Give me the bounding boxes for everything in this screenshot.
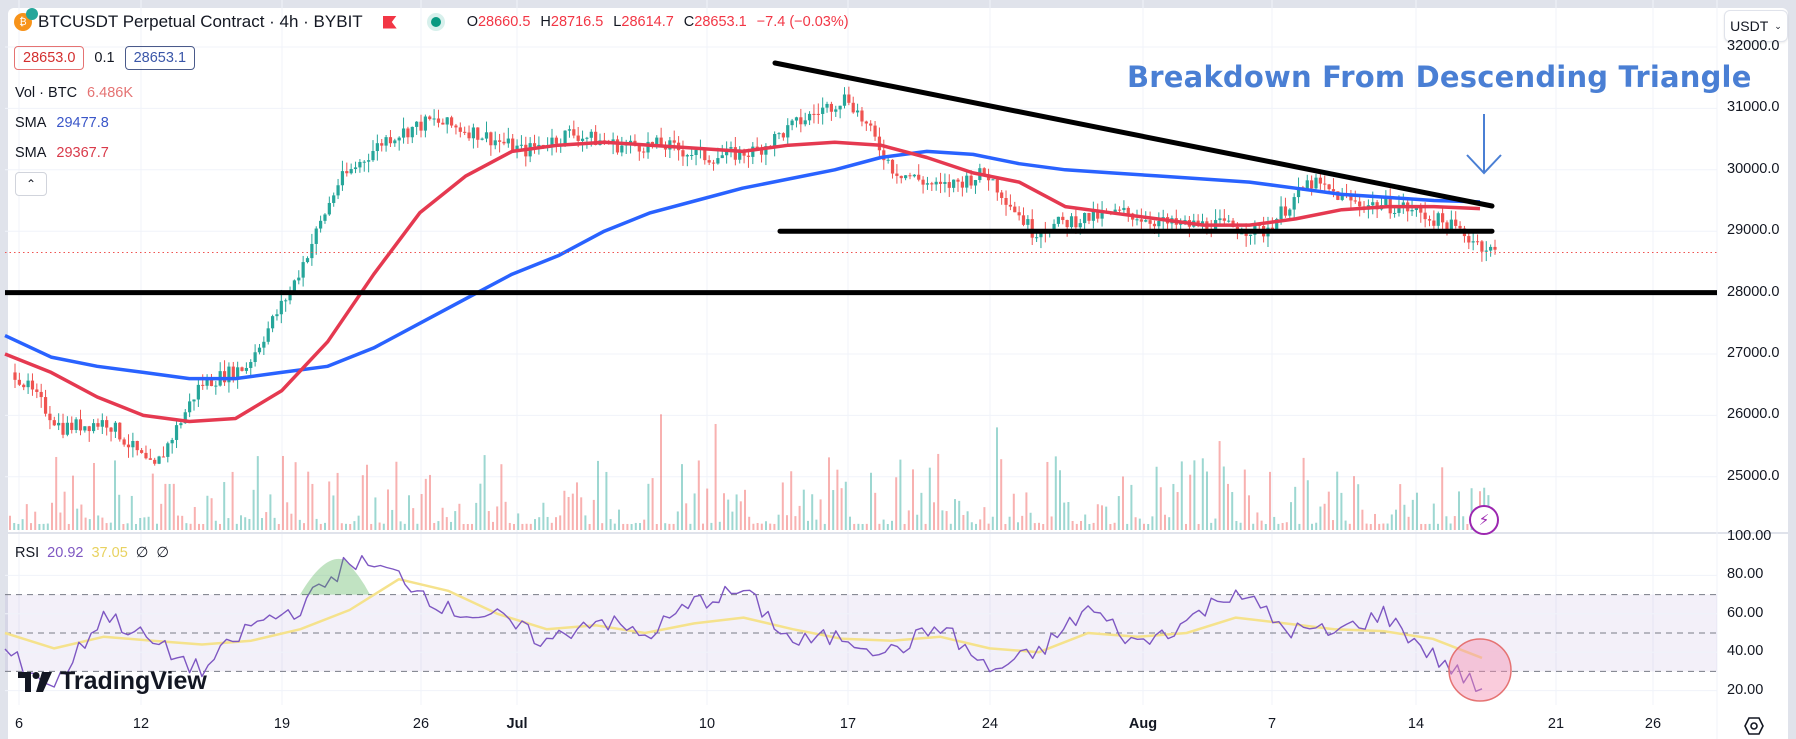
tradingview-logo-icon (18, 671, 52, 692)
chevron-up-icon: ⌃ (25, 177, 37, 191)
time-axis-label: 17 (839, 716, 857, 732)
time-axis-label: 26 (412, 716, 430, 732)
low-value: 28614.7 (621, 14, 674, 30)
sma-slow-legend[interactable]: SMA 29477.8 (15, 115, 109, 131)
time-axis-label: Jul (506, 716, 528, 732)
price-axis-label: 32000.0 (1727, 38, 1780, 54)
change-value: −7.4 (−0.03%) (756, 14, 849, 30)
symbol-legend: ₿ BTCUSDT Perpetual Contract · 4h · BYBI… (14, 8, 849, 32)
time-axis-label: 19 (273, 716, 291, 732)
tradingview-logo[interactable]: TradingView (18, 667, 207, 696)
volume-legend[interactable]: Vol · BTC 6.486K (15, 85, 134, 101)
market-open-status-icon (430, 17, 441, 27)
price-axis-label: 28000.0 (1727, 283, 1780, 300)
settings-gear-icon[interactable] (1744, 716, 1764, 736)
lightning-event-icon[interactable]: ⚡︎ (1469, 505, 1499, 535)
price-axis-label: 26000.0 (1727, 406, 1780, 423)
price-axis-label: 27000.0 (1727, 345, 1780, 361)
symbol-title[interactable]: BTCUSDT Perpetual Contract · 4h · BYBIT (38, 12, 363, 31)
buy-price-button[interactable]: 28653.1 (124, 46, 196, 70)
rsi-axis-label: 100.00 (1727, 528, 1772, 544)
time-axis-label: 7 (1267, 716, 1277, 732)
time-axis-label: 21 (1547, 716, 1565, 732)
rsi-axis-label: 80.00 (1727, 566, 1764, 583)
flag-icon[interactable] (382, 15, 397, 29)
price-axis-label: 29000.0 (1727, 222, 1780, 239)
btc-coin-icon: ₿ (14, 8, 38, 31)
rsi-axis-label: 60.00 (1727, 604, 1764, 621)
sell-price-button[interactable]: 28653.0 (14, 46, 85, 70)
close-value: 28653.1 (694, 14, 747, 30)
time-axis-label: 10 (698, 716, 716, 732)
bid-ask: 28653.0 0.1 28653.1 (14, 46, 196, 70)
sma-fast-legend[interactable]: SMA 29367.7 (15, 145, 109, 161)
price-axis-label: 30000.0 (1727, 160, 1780, 177)
collapse-legend-button[interactable]: ⌃ (15, 172, 47, 196)
annotation-text[interactable]: Breakdown From Descending Triangle (1127, 60, 1752, 94)
time-axis-label: 24 (981, 716, 999, 732)
rsi-legend[interactable]: RSI 20.92 37.05 ∅ ∅ (15, 545, 170, 561)
time-axis-label: 6 (14, 716, 24, 732)
time-axis-label: 14 (1407, 716, 1425, 732)
ohlc-values: O28660.5 H28716.5 L28614.7 C28653.1 −7.4… (466, 14, 849, 30)
open-value: 28660.5 (477, 14, 531, 30)
spread-value: 0.1 (94, 50, 115, 66)
price-axis-label: 25000.0 (1727, 467, 1780, 484)
time-axis-label: 26 (1644, 716, 1662, 732)
price-axis-label: 31000.0 (1727, 99, 1780, 116)
chevron-down-icon: ⌄ (1774, 20, 1782, 31)
high-value: 28716.5 (550, 14, 604, 30)
rsi-axis-label: 20.00 (1727, 681, 1764, 698)
rsi-axis-label: 40.00 (1727, 643, 1764, 660)
currency-select[interactable]: USDT ⌄ (1724, 10, 1788, 42)
time-axis-label: 12 (132, 716, 150, 732)
time-axis-label: Aug (1128, 716, 1158, 732)
chart-frame (8, 8, 1788, 739)
